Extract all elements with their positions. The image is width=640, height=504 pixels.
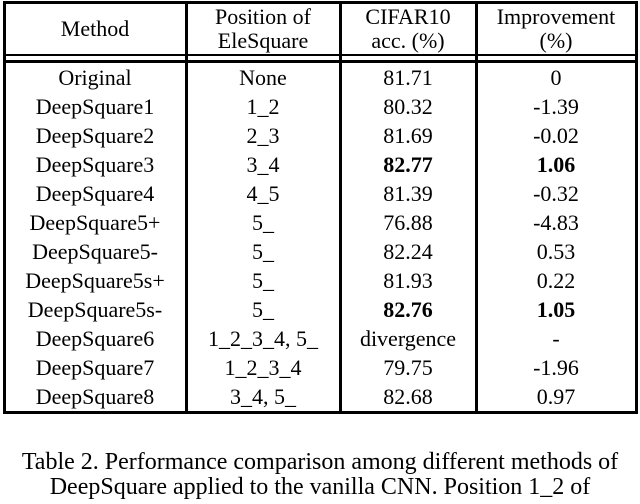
cell-improvement: -1.39: [474, 92, 635, 121]
divider-segment: [474, 56, 635, 60]
column-header-improvement: Improvement (%): [474, 4, 635, 54]
divider-segment: [6, 56, 185, 60]
cell-improvement: 0.97: [474, 382, 635, 411]
cell-acc: 76.88: [338, 208, 475, 237]
cell-position: 5_: [184, 208, 339, 237]
cell-acc: 81.93: [338, 266, 475, 295]
header-line: CIFAR10: [365, 4, 451, 29]
cell-method: DeepSquare6: [35, 325, 155, 351]
column-header-position: Position of EleSquare: [184, 4, 339, 54]
header-line: Position of: [215, 4, 311, 29]
cell-position: 1_2_3_4, 5_: [184, 324, 339, 353]
cell-improvement: 0.22: [474, 266, 635, 295]
table-row: DeepSquare5s+ 5_ 81.93 0.22: [6, 266, 635, 295]
cell-improvement: -0.02: [474, 121, 635, 150]
caption-line-1: Table 2. Performance comparison among di…: [21, 449, 619, 475]
cell-position: 4_5: [184, 179, 339, 208]
cell-acc: 82.24: [338, 237, 475, 266]
cell-acc: 81.39: [338, 179, 475, 208]
cell-improvement: -: [474, 324, 635, 353]
cell-acc: divergence: [338, 324, 475, 353]
cell-acc: 82.68: [338, 382, 475, 411]
cell-method: DeepSquare1: [35, 93, 155, 119]
cell-position: 2_3: [184, 121, 339, 150]
cell-improvement: 1.06: [474, 150, 635, 179]
cell-acc: 79.75: [338, 353, 475, 382]
cell-improvement: -0.32: [474, 179, 635, 208]
table-row: DeepSquare5- 5_ 82.24 0.53: [6, 237, 635, 266]
cell-method: Original: [58, 64, 132, 90]
header-line: EleSquare: [217, 28, 309, 53]
cell-acc: 82.76: [338, 295, 475, 324]
table-row: DeepSquare4 4_5 81.39 -0.32: [6, 179, 635, 208]
cell-position: 1_2: [184, 92, 339, 121]
cell-method: DeepSquare2: [35, 122, 155, 148]
cell-improvement: 0: [474, 63, 635, 92]
cell-method: DeepSquare3: [35, 151, 155, 177]
header-line: Improvement: [496, 4, 616, 29]
cell-improvement: 1.05: [474, 295, 635, 324]
cell-improvement: -1.96: [474, 353, 635, 382]
table-header-row: Method Position of EleSquare CIFAR10 acc…: [5, 4, 635, 56]
cell-position: 5_: [184, 266, 339, 295]
cell-improvement: -4.83: [474, 208, 635, 237]
cell-improvement: 0.53: [474, 237, 635, 266]
column-header-method: Method: [6, 4, 185, 54]
results-table: Method Position of EleSquare CIFAR10 acc…: [2, 1, 638, 414]
cell-position: 1_2_3_4: [184, 353, 339, 382]
caption-line-2: DeepSquare applied to the vanilla CNN. P…: [49, 474, 591, 500]
table-row: DeepSquare6 1_2_3_4, 5_ divergence -: [6, 324, 635, 353]
table-row: DeepSquare8 3_4, 5_ 82.68 0.97: [6, 382, 635, 411]
cell-method: DeepSquare4: [35, 180, 155, 206]
table-row: DeepSquare3 3_4 82.77 1.06: [6, 150, 635, 179]
table-row: DeepSquare5+ 5_ 76.88 -4.83: [6, 208, 635, 237]
table-row: DeepSquare2 2_3 81.69 -0.02: [6, 121, 635, 150]
table-caption: Table 2. Performance comparison among di…: [0, 450, 640, 500]
cell-method: DeepSquare5+: [29, 209, 161, 235]
cell-acc: 81.71: [338, 63, 475, 92]
header-line: acc. (%): [371, 28, 445, 53]
table-row: Original None 81.71 0: [6, 63, 635, 92]
header-line: Method: [60, 16, 130, 41]
header-body-divider: [5, 56, 635, 63]
cell-position: 5_: [184, 237, 339, 266]
header-line: (%): [539, 28, 573, 53]
table-row: DeepSquare7 1_2_3_4 79.75 -1.96: [6, 353, 635, 382]
table-row: DeepSquare1 1_2 80.32 -1.39: [6, 92, 635, 121]
cell-acc: 80.32: [338, 92, 475, 121]
column-header-cifar10-acc: CIFAR10 acc. (%): [338, 4, 475, 54]
cell-acc: 81.69: [338, 121, 475, 150]
cell-position: 5_: [184, 295, 339, 324]
cell-method: DeepSquare8: [35, 383, 155, 409]
divider-segment: [184, 56, 339, 60]
cell-method: DeepSquare5s-: [27, 296, 163, 322]
table-row: DeepSquare5s- 5_ 82.76 1.05: [6, 295, 635, 324]
divider-segment: [338, 56, 475, 60]
cell-position: None: [184, 63, 339, 92]
cell-method: DeepSquare5-: [32, 238, 158, 264]
cell-method: DeepSquare5s+: [25, 267, 165, 293]
cell-position: 3_4, 5_: [184, 382, 339, 411]
cell-position: 3_4: [184, 150, 339, 179]
cell-acc: 82.77: [338, 150, 475, 179]
cell-method: DeepSquare7: [35, 354, 155, 380]
